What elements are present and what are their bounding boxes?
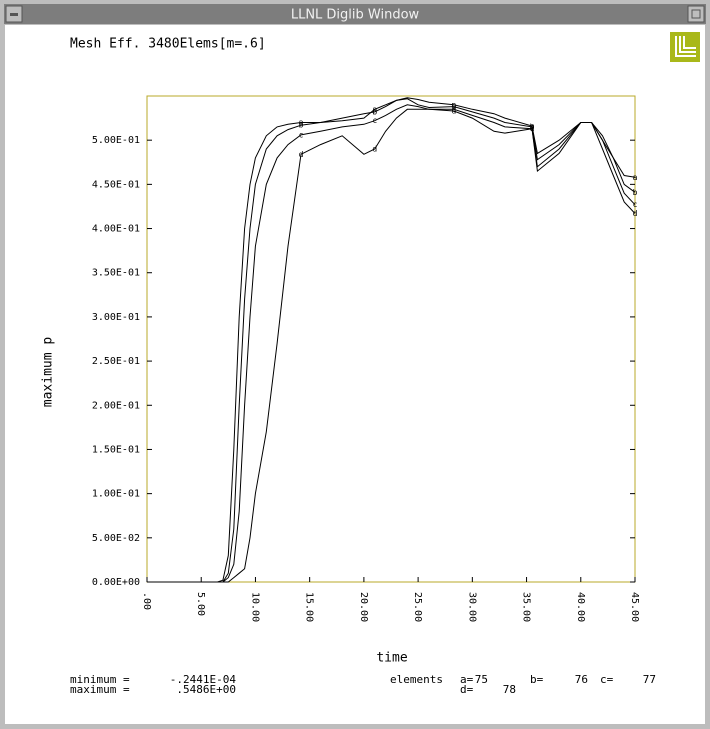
y-tick-label: 0.00E+00 <box>92 577 140 588</box>
logo <box>670 32 700 62</box>
series-marker: b <box>372 107 377 116</box>
series-marker: c <box>451 105 456 114</box>
series-marker: d <box>372 145 377 154</box>
series-marker: b <box>633 188 638 197</box>
element-value: 75 <box>475 673 488 686</box>
series-line <box>147 97 636 583</box>
title-bar <box>4 4 706 24</box>
element-value: 77 <box>643 673 656 686</box>
element-label: a= <box>460 673 474 686</box>
series-marker: d <box>633 209 638 218</box>
series-marker: c <box>299 130 304 139</box>
series-line <box>147 98 636 583</box>
series-marker: d <box>451 107 456 116</box>
element-value: 78 <box>503 683 516 696</box>
series-line <box>147 108 636 583</box>
minimum-value: -.2441E-04 <box>170 673 237 686</box>
x-tick-label: 25.00 <box>412 592 423 622</box>
x-axis-label: time <box>376 651 407 666</box>
series-marker: c <box>372 116 377 125</box>
series-marker: b <box>299 121 304 130</box>
element-label: d= <box>460 683 474 696</box>
y-tick-label: 5.00E-01 <box>92 135 140 146</box>
chart-title: Mesh Eff. 3480Elems[m=.6] <box>70 37 266 52</box>
series-marker: a <box>451 100 456 109</box>
menu-icon <box>10 13 18 16</box>
series-marker: a <box>530 122 535 131</box>
window-title: LLNL Diglib Window <box>291 8 420 23</box>
y-tick-label: 3.00E-01 <box>92 312 140 323</box>
y-tick-label: 4.50E-01 <box>92 179 140 190</box>
y-tick-label: 1.00E-01 <box>92 489 140 500</box>
maximum-label: maximum = <box>70 683 130 696</box>
y-tick-label: 1.50E-01 <box>92 444 140 455</box>
series-marker: c <box>633 200 638 209</box>
series-marker: a <box>299 118 304 127</box>
series-marker: d <box>299 150 304 159</box>
maximize-icon <box>691 9 701 19</box>
y-tick-label: 4.00E-01 <box>92 224 140 235</box>
series-marker: b <box>451 102 456 111</box>
series-marker: b <box>530 122 535 131</box>
x-tick-label: 15.00 <box>304 592 315 622</box>
elements-label: elements <box>390 673 443 686</box>
y-tick-label: 2.00E-01 <box>92 400 140 411</box>
x-tick-label: 10.00 <box>249 592 260 622</box>
y-tick-label: 3.50E-01 <box>92 268 140 279</box>
logo-mark <box>675 36 696 57</box>
element-value: 76 <box>575 673 588 686</box>
series-marker: a <box>633 173 638 182</box>
y-tick-label: 2.50E-01 <box>92 356 140 367</box>
x-tick-label: 45.00 <box>629 592 640 622</box>
canvas <box>5 25 705 724</box>
maximize-button[interactable] <box>687 5 705 23</box>
y-tick-label: 5.00E-02 <box>92 533 140 544</box>
maximum-value: .5486E+00 <box>176 683 236 696</box>
series-marker: a <box>372 105 377 114</box>
plot-frame <box>146 95 636 583</box>
y-axis-label: maximum p <box>41 337 56 408</box>
x-tick-label: 20.00 <box>358 592 369 622</box>
x-tick-label: 35.00 <box>521 592 532 622</box>
x-tick-label: 30.00 <box>466 592 477 622</box>
element-label: c= <box>600 673 614 686</box>
x-tick-label: 40.00 <box>575 592 586 622</box>
series-line <box>147 104 636 583</box>
element-label: b= <box>530 673 544 686</box>
x-tick-label: .00 <box>141 592 152 610</box>
minimum-label: minimum = <box>70 673 130 686</box>
series-marker: d <box>530 124 535 133</box>
x-tick-label: 5.00 <box>195 592 206 616</box>
